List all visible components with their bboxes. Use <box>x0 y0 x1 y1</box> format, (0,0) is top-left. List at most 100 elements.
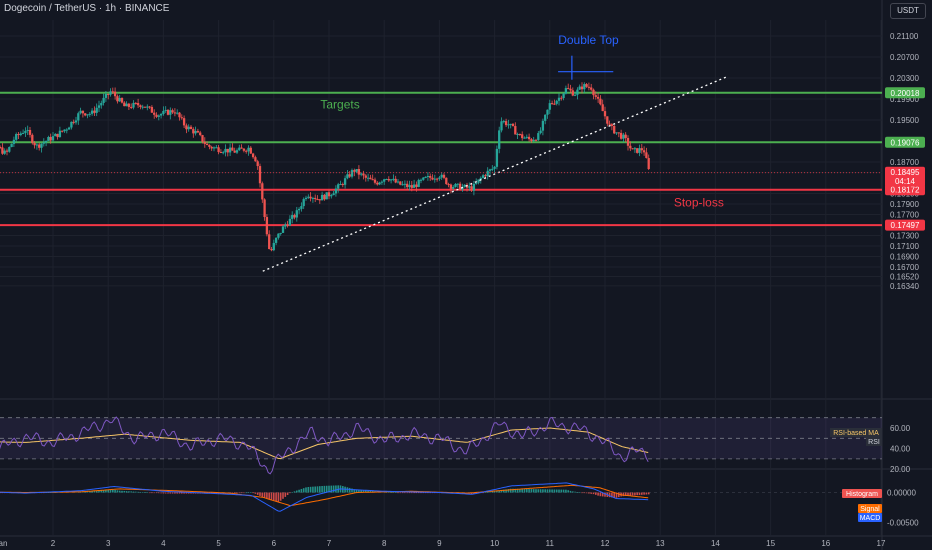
trendline[interactable] <box>262 76 727 272</box>
macd-series-label: Signal <box>860 506 880 513</box>
annotation-label: Targets <box>320 97 359 111</box>
candle-body <box>493 166 496 169</box>
candle-body <box>548 103 551 110</box>
candle-body <box>479 177 482 180</box>
candle-body <box>222 152 225 154</box>
candle-body <box>532 139 535 142</box>
level-price-tag[interactable] <box>885 219 925 231</box>
candle-body <box>0 147 2 149</box>
macd-series-tag <box>858 504 882 513</box>
price-tick-label: 0.17100 <box>890 242 919 251</box>
macd-histogram-bar <box>629 492 632 496</box>
candle-body <box>19 133 22 136</box>
candle-body <box>79 110 82 114</box>
double-top-marker[interactable] <box>558 55 614 80</box>
candle-body <box>412 184 416 188</box>
macd-histogram-bar <box>162 492 165 494</box>
macd-histogram-bar <box>618 492 620 498</box>
level-price-tag[interactable] <box>885 184 925 196</box>
macd-histogram-bar <box>627 492 629 496</box>
macd-histogram-bar <box>599 492 602 497</box>
candle-body <box>196 130 200 133</box>
macd-histogram-bar <box>551 489 553 493</box>
price-levels[interactable] <box>0 91 882 227</box>
macd-histogram-bar <box>185 492 188 494</box>
currency-button[interactable]: USDT <box>890 3 926 19</box>
macd-histogram-bar <box>146 492 149 494</box>
macd-histogram-bar <box>367 490 369 493</box>
candle-body <box>307 196 310 198</box>
candle-series <box>0 82 650 252</box>
macd-histogram-bar <box>293 491 296 493</box>
ascending-trendline[interactable] <box>262 76 727 272</box>
macd-histogram-bar <box>93 490 96 493</box>
candle-body <box>498 130 501 149</box>
candle-body <box>238 147 241 151</box>
macd-histogram-bar <box>544 489 546 493</box>
time-axis[interactable]: an 2 3 4 5 6 7 8 9 10 11 12 13 14 15 16 17 <box>0 539 886 548</box>
candle-body <box>125 103 128 107</box>
candle-body <box>217 147 220 153</box>
candle-body <box>199 132 202 136</box>
macd-histogram-bar <box>498 490 500 493</box>
level-price-tag[interactable] <box>885 87 925 99</box>
macd-histogram-bar <box>647 492 650 495</box>
candle-body <box>495 148 499 167</box>
macd-histogram-bar <box>427 492 429 494</box>
candle-body <box>408 185 411 188</box>
candle-body <box>364 175 367 178</box>
candle-body <box>583 84 586 90</box>
macd-histogram-bar <box>516 488 519 493</box>
candle-body <box>150 106 154 113</box>
macd-histogram-bar <box>277 492 280 502</box>
macd-histogram-bar <box>597 492 599 496</box>
candle-body <box>1 147 4 154</box>
candle-body <box>580 86 584 90</box>
macd-histogram-bar <box>493 491 496 493</box>
level-price-tag[interactable] <box>885 136 925 148</box>
candle-body <box>277 233 280 238</box>
candle-body <box>212 147 216 149</box>
macd-histogram-bar <box>291 492 293 493</box>
candle-body <box>406 183 409 188</box>
candle-body <box>309 196 312 199</box>
candle-body <box>107 93 110 95</box>
candle-body <box>521 134 524 139</box>
macd-histogram-bar <box>355 489 358 493</box>
candle-body <box>458 183 462 190</box>
macd-histogram-bar <box>178 492 181 494</box>
candle-body <box>475 182 478 184</box>
macd-histogram-bar <box>98 490 100 493</box>
price-tick-label: 0.19900 <box>890 95 919 104</box>
time-tick-label: 13 <box>656 539 665 548</box>
macd-histogram-bar <box>542 489 544 493</box>
macd-histogram-bar <box>183 492 185 494</box>
macd-histogram-bar <box>233 492 236 494</box>
macd-histogram-bar <box>167 492 169 494</box>
macd-histogram-bar <box>362 490 365 493</box>
candle-body <box>606 116 609 124</box>
macd-histogram-bar <box>348 487 351 493</box>
candle-body <box>617 132 620 134</box>
candle-body <box>537 133 540 141</box>
macd-histogram-bar <box>604 492 606 497</box>
candle-body <box>383 179 386 182</box>
level-price-tag-text: 0.19076 <box>891 138 920 147</box>
price-axis[interactable]: 0.21100 0.20700 0.20300 0.19900 0.19500 0.187… <box>0 32 925 528</box>
macd-histogram-bar <box>578 492 581 493</box>
macd-histogram-bar <box>130 491 132 493</box>
macd-histogram-bar <box>521 488 523 493</box>
candle-body <box>88 113 91 115</box>
macd-histogram-bar <box>353 489 356 493</box>
candle-body <box>146 106 149 108</box>
candle-body <box>102 97 105 103</box>
macd-histogram-bar <box>507 489 510 493</box>
macd-histogram-bar <box>631 492 634 496</box>
candle-body <box>136 103 140 106</box>
macd-histogram-bar <box>369 490 372 493</box>
macd-histogram-bar <box>261 492 264 497</box>
macd-line <box>0 482 649 512</box>
current-price-tag[interactable] <box>885 166 925 187</box>
macd-histogram-bar <box>109 489 112 493</box>
